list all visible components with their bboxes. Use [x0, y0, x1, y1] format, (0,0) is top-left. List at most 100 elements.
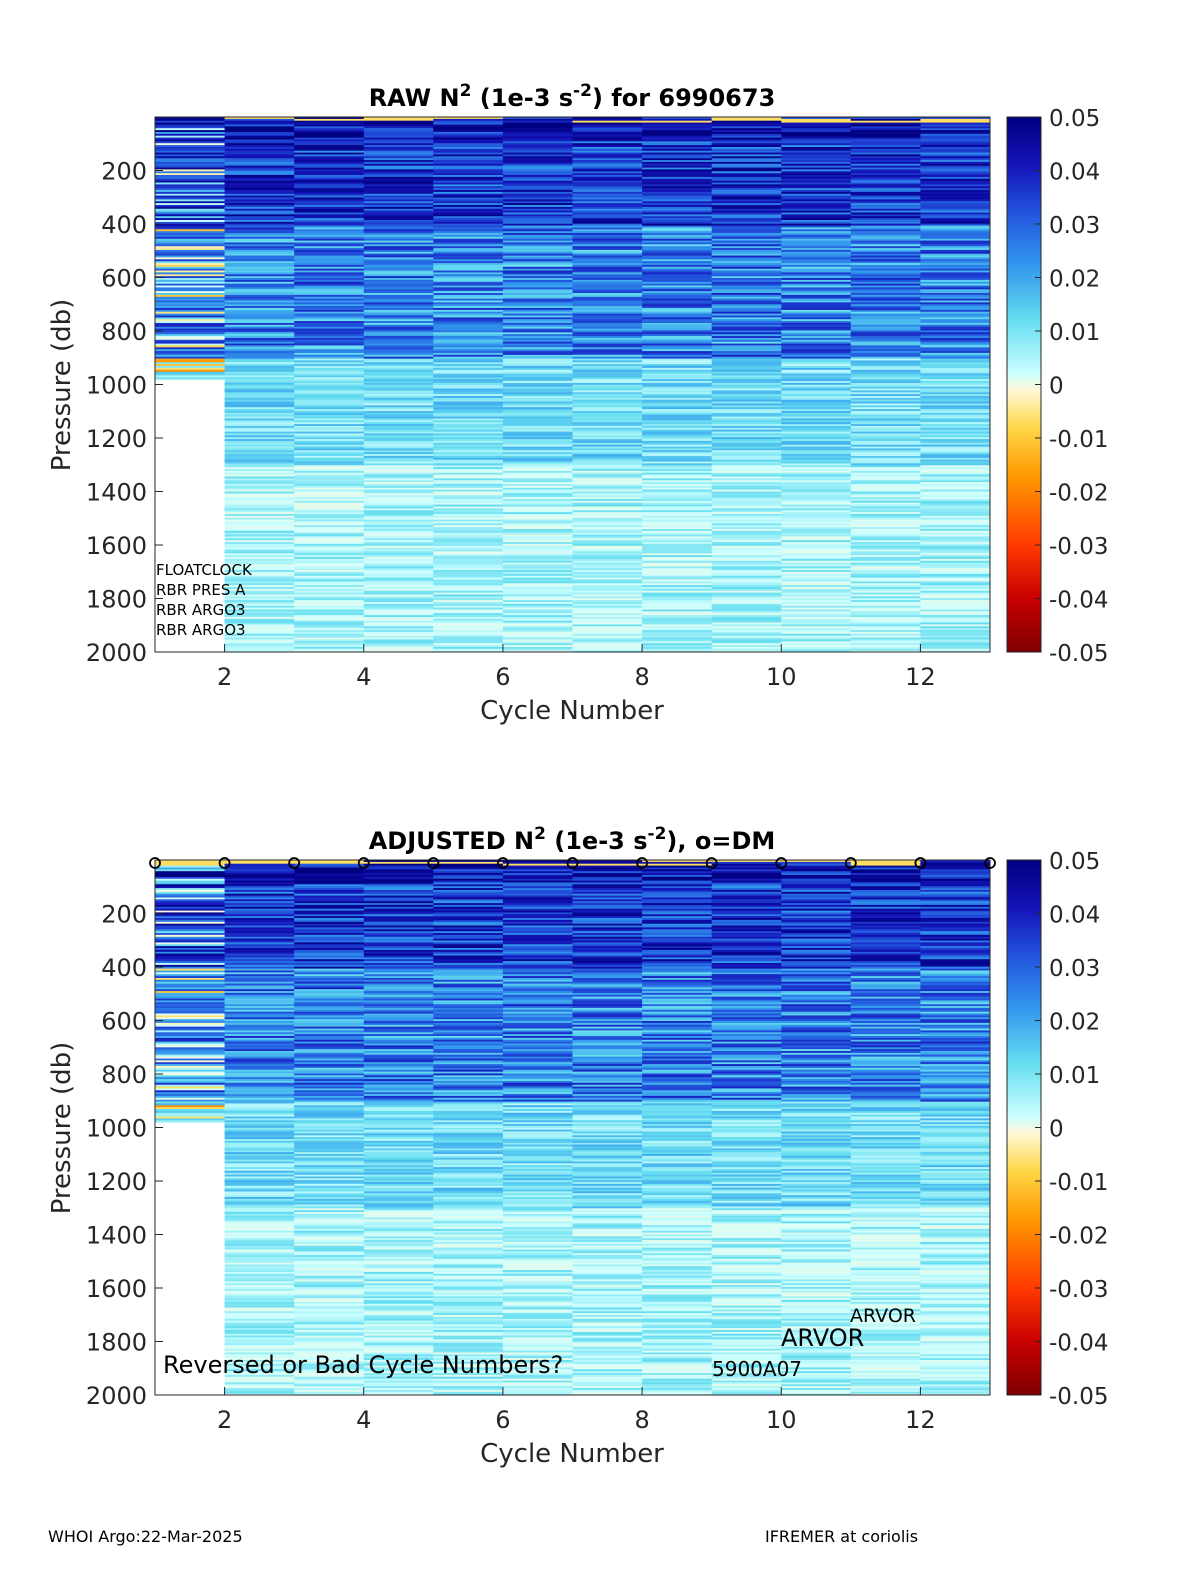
heatmap-cell — [433, 598, 504, 601]
heatmap-cell — [920, 199, 991, 202]
heatmap-cell — [572, 590, 643, 593]
heatmap-cell — [850, 484, 921, 487]
heatmap-cell — [572, 223, 643, 226]
heatmap-cell — [224, 122, 295, 125]
heatmap-cell — [363, 1290, 434, 1293]
heatmap-cell — [572, 598, 643, 601]
heatmap-cell — [502, 603, 573, 607]
heatmap-cell — [433, 1281, 504, 1284]
heatmap-cell — [294, 1013, 365, 1016]
heatmap-cell — [294, 1382, 365, 1385]
heatmap-cell — [224, 1032, 295, 1035]
heatmap-cell — [781, 240, 852, 243]
heatmap-cell — [433, 484, 504, 487]
heatmap-cell — [850, 570, 921, 573]
heatmap-cell — [294, 594, 365, 597]
heatmap-cell — [920, 493, 991, 496]
heatmap-cell — [572, 534, 643, 537]
heatmap-cell — [920, 279, 991, 283]
heatmap-cell — [224, 263, 295, 266]
heatmap-cell — [920, 532, 991, 535]
heatmap-cell — [920, 223, 991, 226]
heatmap-cell — [502, 261, 573, 264]
heatmap-cell — [572, 594, 643, 597]
heatmap-cell — [502, 1311, 573, 1314]
heatmap-cell — [781, 291, 852, 294]
heatmap-cell — [224, 424, 295, 427]
heatmap-cell — [502, 1002, 573, 1005]
heatmap-cell — [363, 1069, 434, 1072]
heatmap-cell — [642, 176, 713, 180]
heatmap-cell — [363, 1374, 434, 1378]
heatmap-cell — [363, 882, 434, 885]
heatmap-cell — [781, 266, 852, 270]
heatmap-cell — [294, 1185, 365, 1189]
heatmap-cell — [502, 1225, 573, 1228]
heatmap-cell — [224, 1245, 295, 1248]
heatmap-cell — [850, 201, 921, 204]
heatmap-cell — [642, 487, 713, 491]
heatmap-cell — [572, 579, 643, 582]
heatmap-cell — [363, 1316, 434, 1320]
heatmap-cell — [433, 1051, 504, 1054]
heatmap-cell — [224, 1090, 295, 1093]
heatmap-cell — [363, 360, 434, 363]
heatmap-cell — [433, 360, 504, 363]
heatmap-cell — [920, 594, 991, 597]
heatmap-cell — [502, 1223, 573, 1226]
heatmap-cell — [920, 572, 991, 575]
heatmap-cell — [294, 394, 365, 397]
heatmap-cell — [850, 323, 921, 326]
heatmap-cell — [224, 173, 295, 176]
heatmap-cell — [642, 527, 713, 530]
heatmap-cell — [294, 1358, 365, 1361]
heatmap-cell — [155, 212, 226, 215]
heatmap-cell — [502, 326, 573, 329]
heatmap-cell — [433, 1097, 504, 1101]
heatmap-cell — [572, 890, 643, 893]
heatmap-cell — [920, 585, 991, 588]
heatmap-cell — [294, 936, 365, 940]
heatmap-cell — [294, 332, 365, 335]
heatmap-cell — [850, 575, 921, 579]
heatmap-cell — [502, 530, 573, 534]
heatmap-cell — [224, 216, 295, 219]
heatmap-cell — [781, 255, 852, 258]
heatmap-cell — [363, 302, 434, 305]
heatmap-cell — [781, 598, 852, 601]
heatmap-cell — [224, 394, 295, 397]
heatmap-cell — [920, 437, 991, 440]
heatmap-cell — [502, 467, 573, 470]
heatmap-cell — [155, 916, 226, 919]
heatmap-cell — [642, 360, 713, 363]
heatmap-cell — [781, 543, 852, 547]
heatmap-cell — [502, 1133, 573, 1136]
heatmap-cell — [433, 210, 504, 213]
heatmap-cell — [224, 367, 295, 371]
heatmap-cell — [433, 311, 504, 314]
heatmap-cell — [294, 128, 365, 131]
heatmap-cell — [224, 377, 295, 380]
heatmap-cell — [642, 238, 713, 241]
heatmap-cell — [224, 611, 295, 614]
heatmap-cell — [224, 426, 295, 429]
heatmap-cell — [155, 167, 226, 170]
heatmap-cell — [363, 253, 434, 256]
heatmap-cell — [502, 931, 573, 934]
heatmap-cell — [711, 296, 782, 300]
heatmap-cell — [363, 1283, 434, 1286]
heatmap-cell — [294, 214, 365, 217]
heatmap-cell — [224, 865, 295, 868]
heatmap-cell — [781, 317, 852, 320]
heatmap-cell — [850, 319, 921, 322]
heatmap-cell — [433, 633, 504, 637]
heatmap-cell — [363, 315, 434, 318]
heatmap-cell — [224, 1004, 295, 1007]
heatmap-cell — [711, 519, 782, 522]
heatmap-cell — [294, 1257, 365, 1260]
heatmap-cell — [363, 137, 434, 140]
heatmap-cell — [502, 306, 573, 309]
heatmap-cell — [363, 1170, 434, 1174]
heatmap-cell — [572, 560, 643, 564]
heatmap-cell — [502, 643, 573, 646]
